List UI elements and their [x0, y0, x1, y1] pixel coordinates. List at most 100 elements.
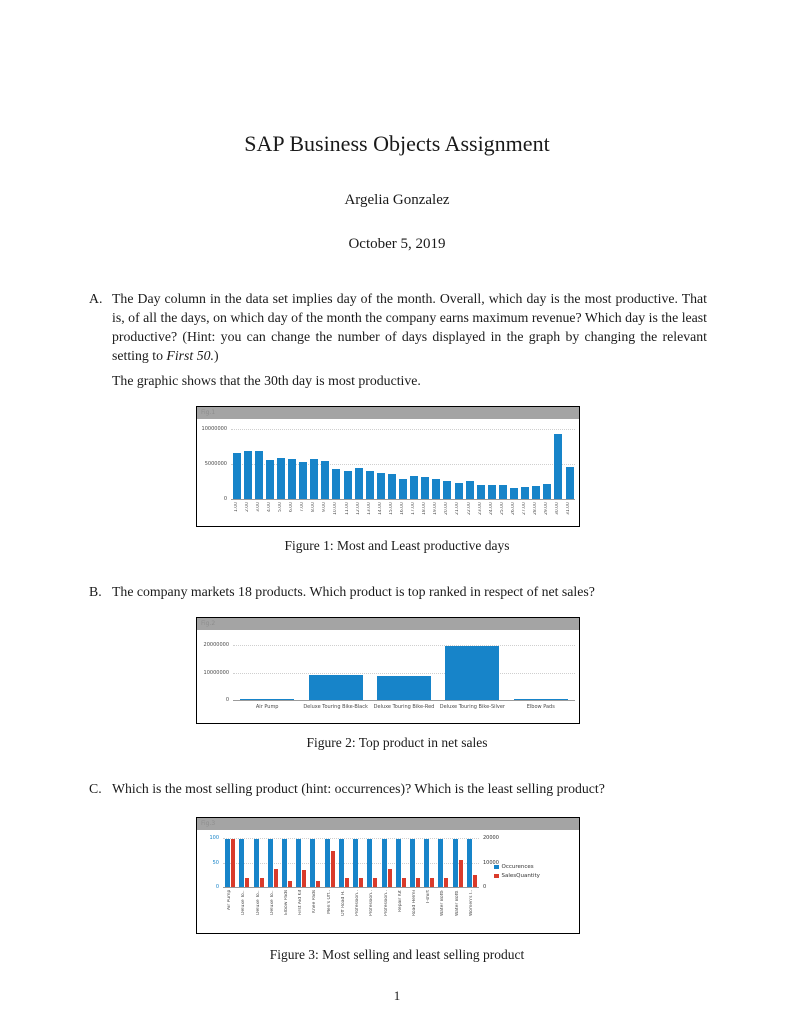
x-axis-line — [231, 499, 575, 500]
bar — [438, 839, 444, 887]
bar — [487, 485, 496, 499]
bar — [231, 839, 236, 887]
bar — [296, 839, 302, 887]
bar — [387, 869, 392, 887]
bar — [401, 878, 406, 887]
bar — [243, 451, 252, 499]
figure-1-header-bar: Fig.1 — [197, 407, 579, 419]
x-axis-tick-label: 6.00 — [289, 502, 295, 513]
bar — [310, 459, 319, 499]
figure-2-caption: Figure 2: Top product in net sales — [306, 735, 488, 750]
bar — [273, 869, 278, 887]
bar — [465, 481, 474, 499]
legend-swatch — [494, 864, 499, 870]
legend-label: Occurences — [501, 864, 534, 870]
x-axis-tick-label: 20.00 — [444, 502, 450, 515]
bar — [330, 851, 335, 887]
y-axis-right-tick-label: 0 — [483, 884, 487, 890]
x-axis-tick-label: Deluxe Touring Bike-Red — [373, 704, 435, 710]
x-axis-tick-label: Profession.. — [369, 890, 375, 916]
x-axis-tick-label: 9.00 — [322, 502, 328, 513]
x-axis-tick-label: 12.00 — [355, 502, 361, 515]
x-axis-tick-label: 30.00 — [555, 502, 561, 515]
legend-item: Occurences — [494, 864, 540, 870]
item-a-text: The Day column in the data set implies d… — [112, 289, 707, 365]
bar — [543, 484, 552, 499]
item-a-text-suffix: ) — [213, 348, 219, 363]
figure-1-chart: 0 5000000 10000000 1.00 2.00 3.00 4.00 5.00 6.00… — [197, 419, 579, 526]
x-axis-tick-label: 22.00 — [466, 502, 472, 515]
x-axis-line — [223, 887, 479, 888]
gridline — [233, 672, 575, 674]
y-axis-tick-label: 0 — [223, 496, 227, 502]
x-axis-tick-label: Women's I.. — [468, 890, 474, 916]
x-axis-tick-label: 3.00 — [255, 502, 261, 513]
figure-1: Fig.1 0 5000000 10000000 1.00 2.00 3.00 4.00 5.… — [196, 406, 580, 527]
bar — [308, 675, 363, 700]
gridline — [231, 429, 575, 430]
bar — [452, 839, 458, 887]
bar — [259, 878, 264, 887]
gridline — [231, 464, 575, 465]
bar — [454, 483, 463, 499]
x-axis-tick-label: 7.00 — [300, 502, 306, 513]
figure-2-header-bar: Fig.2 — [197, 618, 579, 630]
x-axis-tick-label: 21.00 — [455, 502, 461, 515]
bar — [353, 839, 359, 887]
x-axis-tick-label: Water Bottl.. — [454, 890, 460, 916]
y-axis-tick-label: 0 — [215, 884, 219, 890]
bar — [432, 479, 441, 499]
x-axis-tick-label: Deluxe To.. — [269, 890, 275, 915]
bar — [387, 474, 396, 499]
legend-swatch — [494, 873, 499, 879]
bar — [282, 839, 287, 887]
bar — [373, 878, 378, 887]
item-b-label: B. — [89, 584, 102, 599]
x-axis-tick-label: Road Helmet — [412, 890, 417, 916]
x-axis-tick-label: 28.00 — [533, 502, 539, 515]
bar — [299, 462, 308, 499]
x-axis-tick-label: Water Bottle — [440, 890, 446, 916]
bar — [532, 486, 541, 499]
x-axis-tick-label: Repair Kit — [397, 890, 403, 912]
x-axis-tick-label: 8.00 — [311, 502, 317, 513]
bar — [466, 839, 472, 887]
bar — [354, 468, 363, 499]
figure-3-chart: 0 50 100 0 10000 20000 Air Pump Deluxe To.. Delu… — [197, 830, 579, 933]
bar — [445, 646, 500, 700]
item-c-label: C. — [89, 781, 102, 796]
y-axis-tick-label: 10000000 — [203, 669, 229, 676]
x-axis-tick-label: 15.00 — [388, 502, 394, 515]
bar — [265, 460, 274, 499]
bar — [416, 878, 420, 887]
x-axis-tick-label: Men's Off.. — [326, 890, 332, 915]
bar — [232, 453, 241, 499]
bar — [458, 860, 463, 887]
figure-1-header-label: Fig.1 — [201, 409, 216, 416]
bar — [472, 875, 477, 887]
x-axis-tick-label: 27.00 — [522, 502, 528, 515]
bar — [510, 488, 518, 499]
y-axis-right-tick-label: 20000 — [483, 835, 499, 841]
item-a-text-main: The Day column in the data set implies d… — [112, 291, 707, 363]
gridline — [223, 838, 479, 839]
figure-3-caption: Figure 3: Most selling and least selling… — [269, 947, 525, 962]
bar — [377, 676, 431, 700]
chart-legend: Occurences SalesQuantity — [494, 864, 540, 882]
legend-label: SalesQuantity — [501, 873, 540, 879]
x-axis-tick-label: Air Pump — [255, 704, 279, 710]
bar — [565, 467, 574, 499]
x-axis-tick-label: 13.00 — [366, 502, 372, 515]
x-axis-tick-label: Deluxe To.. — [241, 890, 247, 915]
bar — [324, 839, 330, 887]
bar — [338, 839, 344, 887]
question-item-c: C. Which is the most selling product (hi… — [89, 779, 707, 798]
figure-2-chart: 0 10000000 20000000 Air Pump Deluxe Touring … — [197, 630, 579, 723]
bar — [239, 839, 245, 887]
x-axis-tick-label: 14.00 — [377, 502, 383, 515]
x-axis-tick-label: First Aid Kit — [298, 890, 304, 916]
y-axis-right-tick-label: 10000 — [483, 859, 499, 866]
document-author: Argelia Gonzalez — [344, 192, 450, 208]
item-c-text: Which is the most selling product (hint:… — [112, 781, 605, 796]
